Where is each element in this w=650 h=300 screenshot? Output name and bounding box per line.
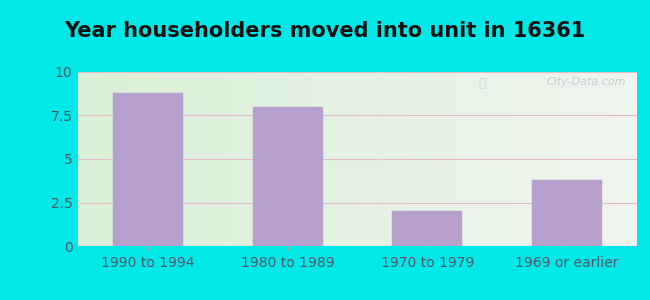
Bar: [532, 180, 602, 246]
Text: City-Data.com: City-Data.com: [546, 77, 626, 87]
Bar: [113, 93, 183, 246]
Text: Year householders moved into unit in 16361: Year householders moved into unit in 163…: [64, 21, 586, 41]
Text: ⦿: ⦿: [478, 77, 486, 90]
Bar: [253, 107, 322, 246]
Bar: [393, 211, 462, 246]
